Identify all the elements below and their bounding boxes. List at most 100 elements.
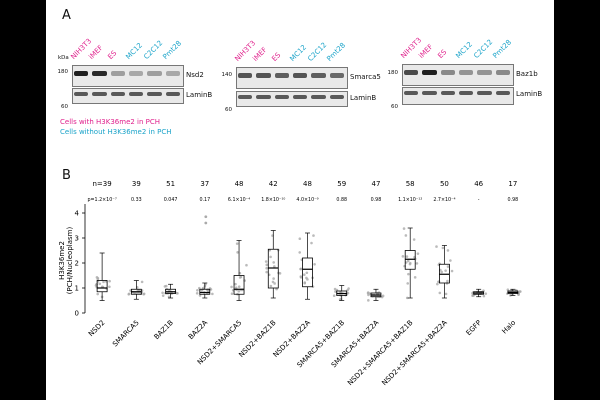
category-label: Halo [500, 319, 517, 336]
n-label: 47 [372, 180, 381, 188]
data-point [435, 245, 438, 248]
box [404, 250, 416, 270]
data-point [436, 282, 439, 286]
category-label: EGFP [465, 319, 483, 337]
target-band [92, 71, 107, 76]
n-label: 48 [235, 180, 244, 188]
data-point [406, 282, 410, 285]
p-value-label: 0.98 [371, 197, 382, 203]
data-point [140, 280, 144, 284]
data-point [167, 295, 171, 299]
n-label: 51 [166, 180, 175, 188]
data-point [237, 289, 241, 293]
right-black-border [554, 0, 600, 400]
data-point [472, 294, 475, 297]
n-label: 58 [406, 180, 415, 188]
data-point [406, 259, 410, 263]
data-point [518, 290, 521, 293]
data-point [273, 265, 276, 268]
n-label: 37 [200, 180, 209, 188]
target-band [477, 70, 492, 75]
data-point [108, 279, 111, 283]
category-label: BAZ1B [153, 319, 176, 342]
marker-bottom: 60 [225, 107, 232, 113]
marker-top: 180 [387, 70, 399, 76]
data-point [302, 273, 306, 276]
legend-without-pch: Cells without H3K36me2 in PCH [60, 128, 172, 136]
data-point [298, 251, 302, 254]
laminb-band [477, 91, 492, 95]
target-band [311, 73, 326, 78]
data-point [338, 298, 342, 301]
laminb-band [440, 91, 455, 95]
data-point [265, 263, 269, 267]
p-value-label: 0.047 [164, 197, 178, 203]
data-point [407, 272, 410, 276]
data-point [444, 269, 447, 272]
y-tick-label: 1 [75, 285, 79, 293]
laminb-band [256, 95, 271, 99]
category-label: NSD2+SMARCA5+BAZ1B [346, 319, 415, 388]
gel-target-smarca5 [236, 67, 348, 89]
data-point [303, 281, 307, 284]
data-point [161, 291, 164, 295]
data-point [265, 266, 268, 270]
data-point [96, 276, 100, 280]
laminb-band [311, 95, 326, 99]
data-point [449, 259, 452, 262]
data-point [98, 282, 102, 286]
data-point [236, 251, 239, 254]
laminb-band [459, 91, 474, 95]
target-band [147, 71, 162, 76]
data-point [272, 261, 276, 264]
y-tick-label: 2 [75, 260, 79, 268]
laminb-band [274, 95, 289, 99]
data-point [211, 292, 214, 296]
n-label: n=39 [93, 180, 112, 188]
data-point [440, 270, 443, 274]
data-point [271, 280, 275, 284]
p-value-label: 1.8×10⁻¹⁰ [261, 197, 285, 203]
data-point [380, 295, 384, 299]
data-point [405, 255, 409, 258]
data-point [367, 299, 370, 302]
y-tick-label: 0 [75, 310, 79, 318]
data-point [333, 287, 337, 291]
data-point [197, 286, 201, 290]
band-label-smarca5: Smarca5 [350, 73, 381, 81]
data-point [408, 262, 412, 266]
data-point [196, 288, 199, 292]
p-value-label: 0.17 [199, 197, 210, 203]
target-band [129, 71, 144, 76]
data-point [299, 276, 303, 279]
data-point [450, 269, 454, 273]
p-value-label: 0.33 [131, 197, 142, 203]
target-band [110, 71, 125, 76]
data-point [482, 294, 486, 298]
category-label: BAZ2A [187, 319, 210, 342]
gel-target-nsd2 [72, 65, 184, 87]
p-value-label: 2.7×10⁻⁴ [433, 197, 455, 203]
data-point [234, 282, 237, 286]
data-point [402, 227, 406, 230]
target-band [165, 71, 180, 76]
p-value-label: 0.98 [508, 197, 519, 203]
data-point [306, 278, 309, 281]
data-point [278, 272, 282, 275]
laminb-band [147, 92, 162, 96]
data-point [471, 291, 474, 295]
p-value-label: 1.1×10⁻¹² [398, 197, 422, 203]
laminb-band [129, 92, 144, 96]
data-point [441, 246, 445, 250]
legend-with-pch: Cells with H3K36me2 in PCH [60, 118, 161, 126]
data-point [412, 238, 416, 241]
data-point [195, 291, 199, 295]
data-point [245, 263, 248, 267]
category-label: NSD2+SMARCA5+BAZ2A [380, 319, 449, 388]
data-point [108, 285, 111, 289]
data-point [366, 291, 370, 294]
band-label-laminb: LaminB [350, 94, 377, 102]
data-point [438, 291, 442, 295]
band-label-nsd2: Nsd2 [186, 71, 204, 79]
data-point [102, 280, 105, 284]
